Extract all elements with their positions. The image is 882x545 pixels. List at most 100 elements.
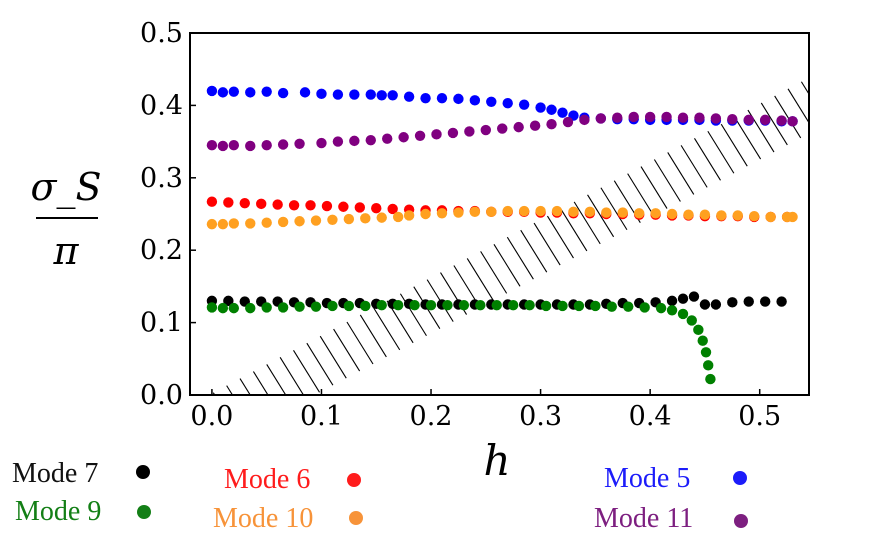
point-mode-10: [601, 207, 612, 218]
hatch-line: [306, 342, 334, 386]
point-mode-7: [666, 295, 678, 307]
point-mode-5: [518, 99, 530, 110]
point-mode-11: [464, 126, 475, 137]
point-mode-10: [261, 217, 272, 228]
point-mode-5: [206, 85, 218, 97]
point-mode-11: [612, 112, 623, 123]
point-mode-5: [436, 92, 448, 104]
point-mode-9: [573, 300, 585, 312]
y-axis-label: σ_S π: [31, 165, 102, 273]
legend-item-mode-6: Mode 6: [224, 464, 361, 495]
hatch-line: [373, 307, 401, 351]
point-mode-11: [513, 121, 524, 133]
y-tick-label: 0.4: [140, 90, 183, 121]
x-tick-label: 0.4: [629, 401, 672, 432]
legend-item-mode-5: Mode 5: [604, 463, 747, 494]
point-mode-7: [776, 296, 787, 307]
legend-dot-mode-10: [349, 511, 363, 525]
point-mode-9: [392, 300, 404, 311]
point-mode-9: [693, 324, 704, 336]
point-mode-5: [349, 89, 360, 100]
hatch-line: [720, 123, 748, 167]
x-axis-label: h: [483, 436, 510, 485]
legend-label-mode-10: Mode 10: [213, 503, 313, 534]
plot-frame: [189, 32, 810, 396]
point-mode-11: [776, 115, 787, 126]
point-mode-11: [414, 130, 426, 142]
point-mode-9: [277, 302, 289, 313]
y-tick-label: 0.0: [140, 380, 183, 411]
point-mode-11: [661, 111, 672, 123]
point-mode-11: [529, 120, 541, 131]
point-mode-9: [507, 300, 519, 311]
point-mode-9: [703, 360, 714, 371]
point-mode-10: [343, 213, 355, 225]
hatch-line: [800, 81, 809, 96]
point-mode-11: [694, 112, 705, 123]
point-mode-10: [787, 211, 798, 223]
x-tick-label: 0.1: [300, 401, 343, 432]
point-mode-10: [360, 213, 371, 224]
hatch-line: [667, 152, 695, 195]
point-mode-6: [239, 197, 250, 209]
point-mode-10: [310, 215, 322, 226]
point-mode-11: [579, 114, 590, 126]
point-mode-10: [245, 218, 256, 229]
point-mode-9: [666, 305, 678, 316]
point-mode-9: [540, 300, 552, 312]
point-mode-9: [327, 300, 338, 312]
point-mode-9: [294, 301, 305, 312]
point-mode-9: [458, 300, 470, 311]
y-tick-label: 0.2: [140, 235, 183, 266]
hatch-line: [815, 75, 841, 117]
point-mode-11: [217, 140, 229, 152]
x-tick-label: 0.2: [410, 401, 453, 432]
point-mode-9: [245, 302, 256, 314]
point-mode-11: [431, 129, 442, 140]
series-mode-9: [206, 300, 716, 385]
point-mode-9: [557, 300, 568, 312]
point-mode-5: [299, 87, 311, 98]
point-mode-9: [677, 308, 689, 320]
point-mode-5: [277, 87, 289, 99]
hatch-line: [707, 130, 735, 174]
point-mode-9: [217, 302, 229, 314]
point-mode-6: [387, 203, 398, 215]
point-mode-7: [699, 299, 711, 310]
point-mode-10: [486, 206, 497, 218]
point-mode-9: [590, 300, 601, 312]
hatch-line: [480, 251, 508, 294]
hatch-line: [252, 371, 269, 395]
point-mode-5: [420, 92, 431, 104]
point-mode-9: [425, 300, 437, 311]
y-axis-label-numerator: σ_S: [31, 165, 102, 210]
point-mode-11: [710, 113, 722, 124]
point-mode-10: [666, 208, 678, 220]
y-tick-label: 0.1: [140, 308, 183, 339]
hatch-line: [506, 236, 534, 280]
legend-label-mode-11: Mode 11: [594, 503, 693, 534]
hatch-line: [774, 95, 802, 139]
point-mode-9: [697, 335, 708, 346]
y-axis-label-denominator: π: [53, 229, 80, 273]
hatch-line: [520, 229, 548, 273]
x-tick-label: 0.5: [738, 401, 781, 432]
hatch-line: [533, 222, 561, 266]
hatch-line: [226, 385, 234, 395]
point-mode-9: [705, 373, 716, 385]
series-mode-11: [206, 111, 798, 152]
point-mode-10: [294, 216, 305, 227]
point-mode-10: [650, 208, 661, 219]
point-mode-10: [502, 205, 513, 217]
point-mode-10: [206, 218, 218, 230]
point-mode-10: [732, 210, 743, 221]
point-mode-11: [644, 111, 656, 123]
hatch-line: [734, 116, 762, 160]
point-mode-11: [277, 139, 289, 150]
point-mode-10: [403, 210, 415, 221]
hatch-line: [279, 357, 305, 395]
hatch-line: [266, 364, 287, 395]
point-mode-11: [759, 114, 771, 126]
legend-label-mode-9: Mode 9: [15, 496, 101, 527]
point-mode-11: [261, 140, 272, 151]
